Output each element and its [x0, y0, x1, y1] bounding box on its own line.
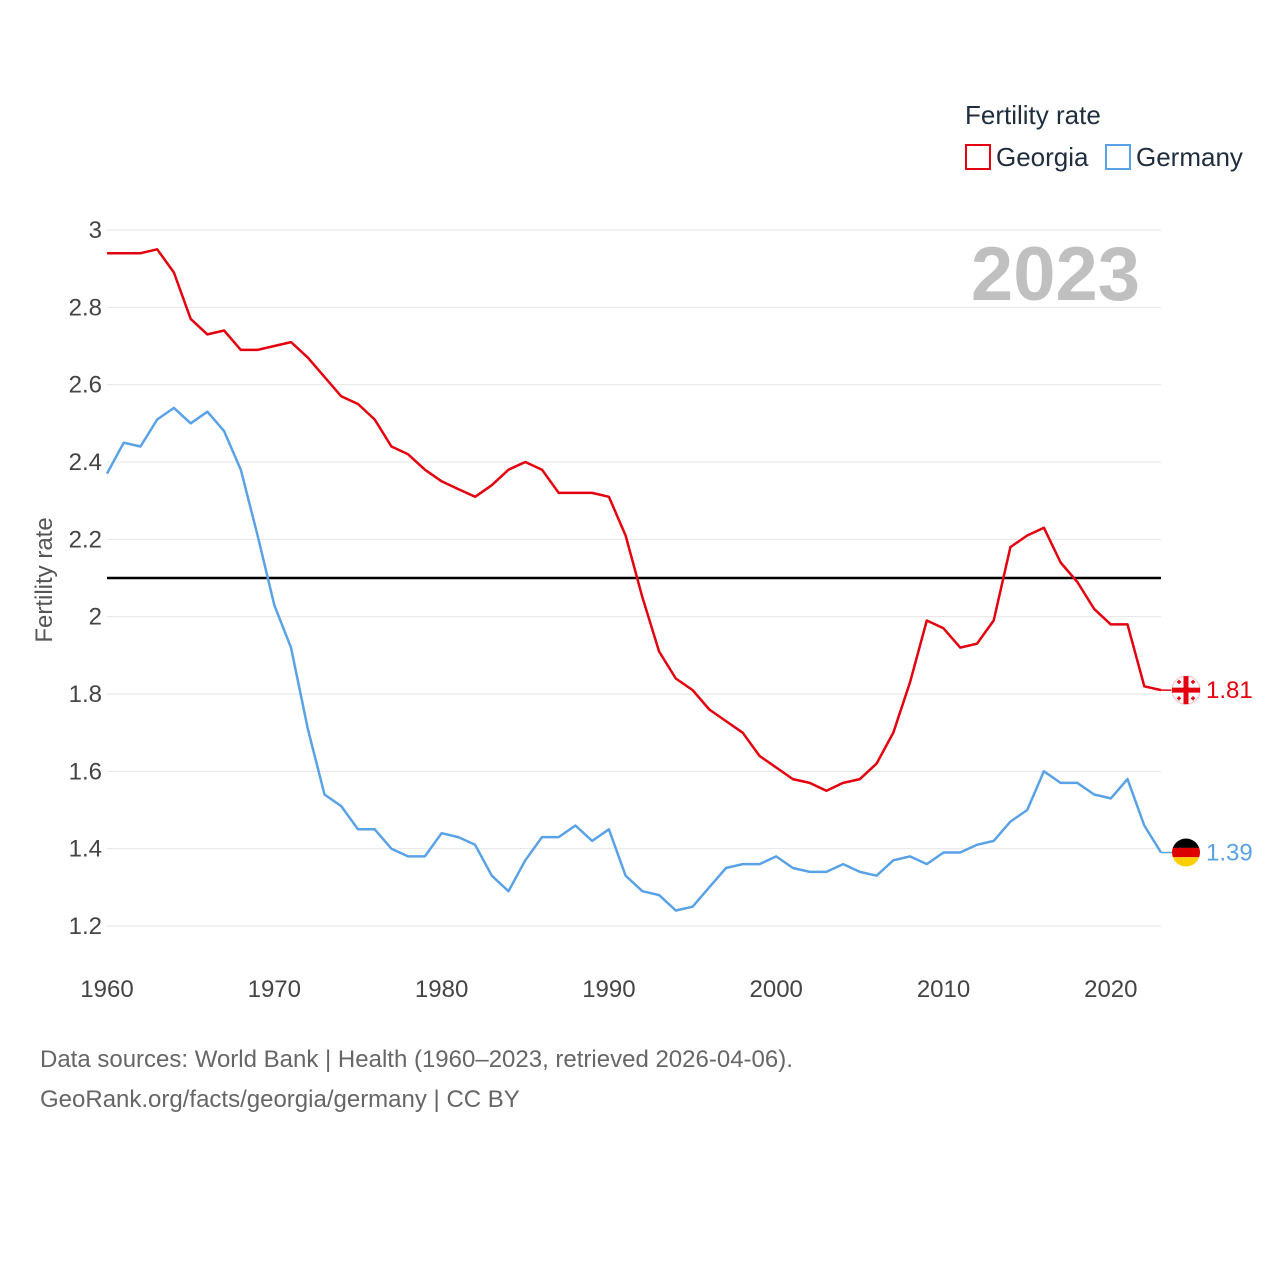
- year-label: 2023: [971, 232, 1140, 317]
- x-tick-label: 1960: [80, 976, 133, 1003]
- legend-label-georgia: Georgia: [996, 142, 1089, 172]
- series-line-germany: [105, 406, 1163, 912]
- credit-line: GeoRank.org/facts/georgia/germany | CC B…: [40, 1086, 520, 1113]
- germany-flag-icon: [1172, 838, 1200, 867]
- x-tick-label: 1990: [582, 976, 635, 1003]
- x-tick-label: 1970: [248, 976, 301, 1003]
- y-tick-label: 1.6: [69, 758, 102, 785]
- y-tick-label: 2: [89, 604, 102, 631]
- x-tick-label: 2020: [1084, 976, 1137, 1003]
- y-tick-label: 2.8: [69, 294, 102, 321]
- y-tick-label: 2.6: [69, 372, 102, 399]
- x-tick-label: 2000: [750, 976, 803, 1003]
- x-tick-label: 1980: [415, 976, 468, 1003]
- legend-title: Fertility rate: [965, 100, 1101, 130]
- y-tick-label: 1.2: [69, 913, 102, 940]
- x-tick-label: 2010: [917, 976, 970, 1003]
- georgia-end-marker: 1.81: [1171, 675, 1253, 705]
- y-tick-label: 2.4: [69, 449, 102, 476]
- series-lines: [105, 248, 1172, 912]
- y-tick-label: 1.4: [69, 836, 102, 863]
- source-note: Data sources: World Bank | Health (1960–…: [40, 1040, 793, 1120]
- georgia-flag-icon: [1171, 675, 1201, 705]
- y-axis-title: Fertility rate: [31, 517, 58, 642]
- y-axis-ticks: 1.2 1.4 1.6 1.8 2 2.2 2.4 2.6 2.8 3: [69, 217, 102, 940]
- y-tick-label: 2.2: [69, 526, 102, 553]
- fertility-rate-chart: 1.21.41.61.822.22.42.62.83 1960 1970 1980 1…: [31, 100, 1253, 1003]
- x-axis-ticks: 1960 1970 1980 1990 2000 2010 2020: [80, 976, 1137, 1003]
- georgia-end-value: 1.81: [1206, 677, 1253, 704]
- legend: Fertility rate Georgia Germany: [965, 100, 1243, 172]
- series-line-georgia: [107, 248, 1162, 792]
- y-tick-label: 1.8: [69, 681, 102, 708]
- legend-item-germany[interactable]: Germany: [1105, 142, 1243, 172]
- legend-label-germany: Germany: [1136, 142, 1243, 172]
- germany-end-marker: 1.39: [1172, 838, 1253, 867]
- source-line: Data sources: World Bank | Health (1960–…: [40, 1046, 793, 1073]
- gridlines: [107, 229, 1161, 927]
- y-tick-label: 3: [89, 217, 102, 244]
- legend-item-georgia[interactable]: Georgia: [965, 142, 1089, 172]
- legend-swatch-germany: [1105, 144, 1131, 170]
- germany-end-value: 1.39: [1206, 840, 1253, 867]
- legend-swatch-georgia: [965, 144, 991, 170]
